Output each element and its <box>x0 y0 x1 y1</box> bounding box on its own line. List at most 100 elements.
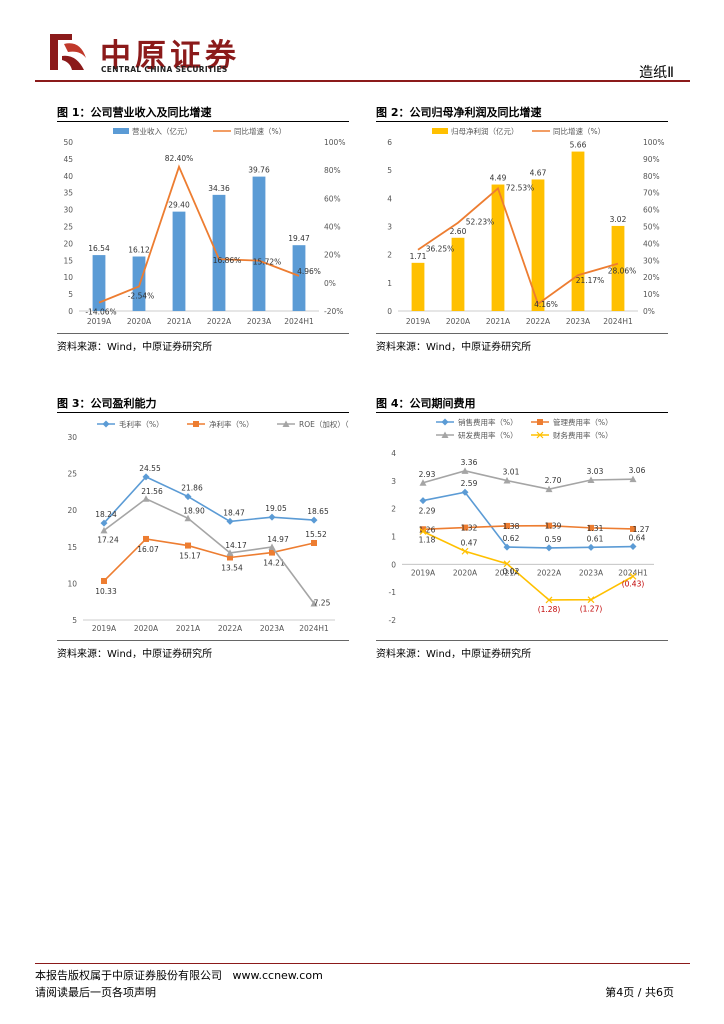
x-tick-label: 2023A <box>579 568 604 577</box>
y-right-tick-label: 40% <box>324 223 341 232</box>
y-left-tick-label: 5 <box>68 290 73 299</box>
legend-label: 销售费用率（%） <box>458 417 518 427</box>
bar-value-label: 29.40 <box>168 201 190 210</box>
figure-4-top-rule <box>376 412 668 413</box>
figure-4-chart: 销售费用率（%） 管理费用率（%） 研发费用率（%） 财务费用率（%） -2 -1 0 1 2 3… <box>389 417 654 625</box>
bar <box>92 255 106 311</box>
bar-value-label: 39.76 <box>248 166 270 175</box>
series-line <box>422 469 634 491</box>
x-tick-label: 2021A <box>486 317 511 326</box>
growth-value-label: 82.40% <box>165 154 194 163</box>
figure-3-bottom-rule <box>57 640 349 641</box>
legend-bar-label: 归母净利润（亿元） <box>451 126 519 136</box>
bar-value-label: 1.71 <box>410 252 427 261</box>
data-value-label: 18.47 <box>223 508 245 517</box>
data-value-label: 0.59 <box>545 535 562 544</box>
legend-marker <box>102 420 110 428</box>
data-value-label: 16.07 <box>137 545 159 554</box>
x-tick-label: 2020A <box>446 317 471 326</box>
data-point <box>629 543 637 551</box>
data-point <box>503 543 511 551</box>
x-tick-label: 2022A <box>526 317 551 326</box>
y-left-tick-label: 2 <box>387 251 392 260</box>
data-point <box>461 488 469 496</box>
y-right-tick-label: 90% <box>643 155 660 164</box>
data-point <box>101 577 107 584</box>
y-left-tick-label: 15 <box>63 256 73 265</box>
bar-value-label: 19.47 <box>288 234 310 243</box>
y-left-tick-label: 10 <box>63 273 73 282</box>
copyright-text: 本报告版权属于中原证券股份有限公司 <box>35 969 222 982</box>
x-tick-label: 2020A <box>134 624 159 633</box>
growth-value-label: -14.06% <box>85 308 116 317</box>
industry-section: 造纸Ⅱ <box>639 65 674 81</box>
data-value-label: 15.52 <box>305 530 327 539</box>
y-tick-label: 1 <box>391 533 396 542</box>
company-logo-icon <box>50 34 86 70</box>
y-left-tick-label: 0 <box>68 307 73 316</box>
website-link[interactable]: www.ccnew.com <box>232 969 323 982</box>
data-value-label: 24.55 <box>139 464 161 473</box>
data-value-label: 3.01 <box>503 468 520 477</box>
data-value-label: 2.70 <box>545 476 562 485</box>
y-tick-label: -2 <box>389 616 397 625</box>
legend-line-label: 同比增速（%） <box>234 126 286 136</box>
figure-2-top-rule <box>376 121 668 122</box>
figure-1-bottom-rule <box>57 333 349 334</box>
growth-value-label: 4.96% <box>297 267 321 276</box>
bar <box>491 184 505 311</box>
data-value-label: 19.05 <box>265 504 287 513</box>
bar <box>212 194 226 311</box>
y-right-tick-label: 80% <box>643 172 660 181</box>
y-left-tick-label: 50 <box>63 138 73 147</box>
growth-line <box>98 164 300 304</box>
x-tick-label: 2019A <box>87 317 112 326</box>
data-value-label: 0.64 <box>629 534 646 543</box>
x-tick-label: 2024H1 <box>299 624 329 633</box>
data-point <box>268 543 276 551</box>
data-value-label: 0.61 <box>587 534 604 543</box>
data-value-label: 2.59 <box>461 479 478 488</box>
data-point <box>226 517 234 525</box>
figure-2-source: 资料来源：Wind，中原证券研究所 <box>376 342 532 353</box>
figure-2-chart: 归母净利润（亿元） 同比增速（%）01234560%10%20%30%40%50%… <box>387 126 664 326</box>
y-left-tick-label: 35 <box>63 189 73 198</box>
data-point <box>461 547 469 555</box>
data-value-label: 1.39 <box>545 522 562 531</box>
data-value-label: 1.18 <box>419 535 436 544</box>
bar-value-label: 4.67 <box>530 168 547 177</box>
x-tick-label: 2022A <box>218 624 243 633</box>
y-tick-label: 5 <box>72 616 77 625</box>
growth-value-label: 15.72% <box>253 258 282 267</box>
data-point <box>100 526 108 534</box>
growth-value-label: 72.53% <box>506 183 535 192</box>
data-point <box>461 467 469 474</box>
x-tick-label: 2023A <box>247 317 272 326</box>
y-left-tick-label: 25 <box>63 223 73 232</box>
y-tick-label: 4 <box>391 449 396 458</box>
x-tick-label: 2019A <box>406 317 431 326</box>
y-tick-label: -1 <box>389 588 397 597</box>
y-left-tick-label: 4 <box>387 194 392 203</box>
figure-4-bottom-rule <box>376 640 668 641</box>
x-tick-label: 2024H1 <box>603 317 633 326</box>
x-tick-label: 2021A <box>176 624 201 633</box>
bar <box>611 225 625 311</box>
data-value-label: 21.86 <box>181 484 203 493</box>
data-point <box>629 572 637 580</box>
data-point <box>142 473 150 481</box>
figure-2-title: 图 2：公司归母净利润及同比增速 <box>376 106 542 119</box>
x-tick-label: 2024H1 <box>618 568 648 577</box>
bar-value-label: 16.12 <box>128 246 150 255</box>
data-value-label: 2.93 <box>419 470 436 479</box>
data-point <box>419 497 427 505</box>
data-point <box>227 554 233 561</box>
legend-marker <box>282 420 290 427</box>
legend-label: ROE（加权）（%） <box>299 419 349 429</box>
legend-label: 净利率（%） <box>209 419 254 429</box>
x-tick-label: 2019A <box>411 568 436 577</box>
data-value-label: 0.02 <box>503 567 520 576</box>
data-value-label: 7.25 <box>314 599 331 608</box>
x-tick-label: 2023A <box>566 317 591 326</box>
figure-3-chart: 毛利率（%） 净利率（%） ROE（加权）（%） 5 10 15 20 25 30 2019A 20… <box>67 419 349 633</box>
